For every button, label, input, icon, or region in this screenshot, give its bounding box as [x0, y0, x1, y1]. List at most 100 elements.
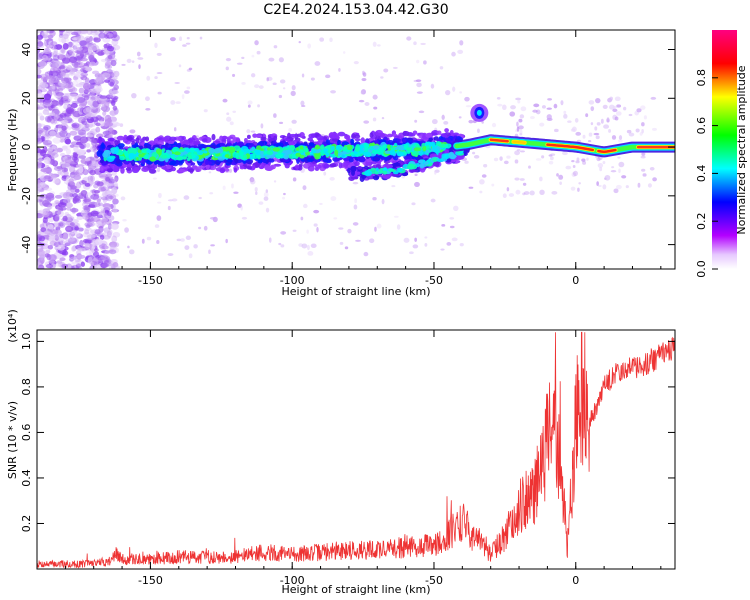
heatmap-speckle — [70, 237, 79, 244]
main-band-halo — [425, 132, 433, 138]
heatmap-faint-dot — [414, 119, 418, 123]
heatmap-speckle — [42, 139, 52, 146]
heatmap-faint-dot — [510, 105, 516, 110]
heatmap-faint-dot — [449, 225, 455, 229]
main-band-halo — [152, 163, 158, 169]
heatmap-faint-dot — [481, 174, 487, 178]
main-band-halo — [221, 138, 227, 142]
heatmap-speckle — [65, 191, 72, 197]
heatmap-speckle — [37, 234, 41, 239]
main-band-core — [275, 153, 284, 158]
main-band-body — [342, 157, 351, 161]
heatmap-speckle — [111, 99, 116, 107]
heatmap-faint-dot — [459, 40, 464, 46]
main-band-halo — [126, 136, 133, 141]
main-band-body — [396, 138, 402, 143]
heatmap-speckle — [85, 251, 92, 257]
heatmap-speckle — [70, 207, 79, 213]
heatmap-speckle — [83, 88, 91, 93]
heatmap-speckle — [87, 130, 96, 138]
heatmap-speckle — [46, 116, 52, 123]
main-band-halo — [233, 167, 238, 173]
heatmap-speckle — [72, 197, 78, 204]
heatmap-speckle — [55, 60, 62, 68]
heatmap-speckle — [74, 64, 79, 71]
heatmap-speckle — [88, 217, 94, 223]
main-band-body — [115, 158, 121, 164]
main-band-body — [388, 154, 393, 159]
heatmap-speckle — [66, 64, 73, 71]
heatmap-speckle — [58, 33, 64, 38]
heatmap-faint-dot — [598, 184, 602, 187]
heatmap-faint-dot — [301, 73, 305, 78]
main-band-body — [106, 144, 115, 148]
heatmap-speckle — [94, 201, 101, 208]
heatmap-faint-dot — [358, 99, 365, 103]
secondary-band-core — [432, 157, 438, 162]
heatmap-faint-dot — [595, 135, 600, 140]
heatmap-speckle — [41, 136, 46, 142]
heatmap-faint-dot — [563, 110, 567, 115]
heatmap-speckle — [47, 205, 53, 210]
heatmap-faint-dot — [618, 161, 625, 168]
heatmap-faint-dot — [152, 177, 157, 180]
main-band-core — [201, 152, 209, 157]
heatmap-speckle — [72, 153, 78, 159]
heatmap-speckle — [85, 106, 92, 113]
main-band-halo — [170, 166, 177, 172]
heatmap-speckle — [43, 99, 53, 107]
heatmap-speckle — [37, 68, 42, 75]
heatmap-faint-dot — [606, 117, 610, 121]
main-band-body — [131, 144, 138, 148]
heatmap-faint-dot — [625, 185, 629, 189]
heatmap-faint-dot — [608, 129, 612, 133]
main-band-core — [323, 148, 329, 152]
heatmap-faint-dot — [523, 191, 530, 196]
heatmap-speckle — [88, 54, 95, 62]
heatmap-faint-dot — [254, 84, 260, 89]
main-band-core — [174, 151, 181, 156]
heatmap-speckle — [105, 176, 111, 182]
heatmap-speckle — [99, 30, 105, 34]
heatmap-faint-dot — [279, 79, 286, 84]
heatmap-speckle — [87, 175, 94, 182]
heatmap-faint-dot — [548, 160, 554, 165]
heatmap-faint-dot — [290, 90, 296, 97]
heatmap-speckle — [110, 59, 117, 67]
heatmap-speckle — [59, 152, 66, 157]
heatmap-faint-dot — [612, 105, 617, 109]
heatmap-faint-dot — [291, 119, 297, 124]
heatmap-speckle — [55, 124, 64, 129]
main-band-body — [306, 157, 314, 163]
heatmap-speckle — [98, 186, 105, 192]
heatmap-speckle — [102, 130, 112, 136]
heatmap-faint-dot — [282, 87, 286, 90]
heatmap-speckle — [62, 193, 68, 199]
heatmap-faint-dot — [354, 198, 358, 204]
main-band-core — [117, 148, 123, 155]
heatmap-speckle — [67, 237, 76, 242]
heatmap-faint-dot — [241, 81, 246, 85]
main-band-halo — [106, 168, 114, 173]
main-band-body — [303, 141, 308, 145]
heatmap-faint-dot — [479, 190, 483, 194]
heatmap-speckle — [106, 194, 113, 202]
main-band-halo — [444, 128, 449, 133]
heatmap-speckle — [37, 157, 44, 162]
heatmap-faint-dot — [301, 243, 308, 249]
heatmap-faint-dot — [225, 58, 232, 62]
main-band-halo — [402, 130, 410, 137]
heatmap-speckle — [90, 175, 95, 183]
main-band-halo — [246, 134, 251, 140]
heatmap-faint-dot — [416, 82, 422, 88]
heatmap-faint-dot — [434, 170, 437, 175]
heatmap-speckle — [74, 43, 81, 47]
heatmap-speckle — [47, 224, 54, 230]
heatmap-faint-dot — [283, 192, 286, 196]
heatmap-speckle — [58, 206, 67, 211]
heatmap-faint-dot — [506, 187, 510, 192]
main-band-halo — [140, 138, 145, 144]
heatmap-faint-dot — [392, 66, 398, 69]
heatmap-speckle — [53, 82, 63, 87]
heatmap-speckle — [84, 242, 91, 250]
